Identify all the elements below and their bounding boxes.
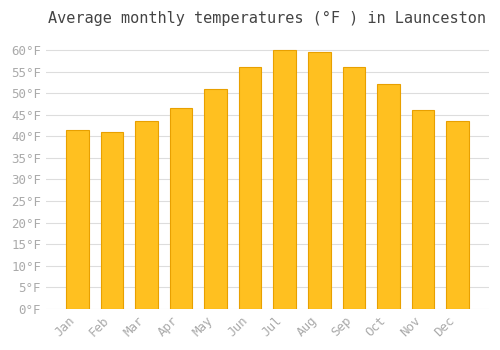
- Bar: [377, 84, 400, 309]
- Bar: [204, 89, 227, 309]
- Bar: [100, 132, 123, 309]
- Title: Average monthly temperatures (°F ) in Launceston: Average monthly temperatures (°F ) in La…: [48, 11, 486, 26]
- Bar: [342, 67, 365, 309]
- Bar: [239, 67, 262, 309]
- Bar: [66, 130, 88, 309]
- Bar: [412, 110, 434, 309]
- Bar: [170, 108, 192, 309]
- Bar: [446, 121, 469, 309]
- Bar: [308, 52, 330, 309]
- Bar: [135, 121, 158, 309]
- Bar: [274, 50, 296, 309]
